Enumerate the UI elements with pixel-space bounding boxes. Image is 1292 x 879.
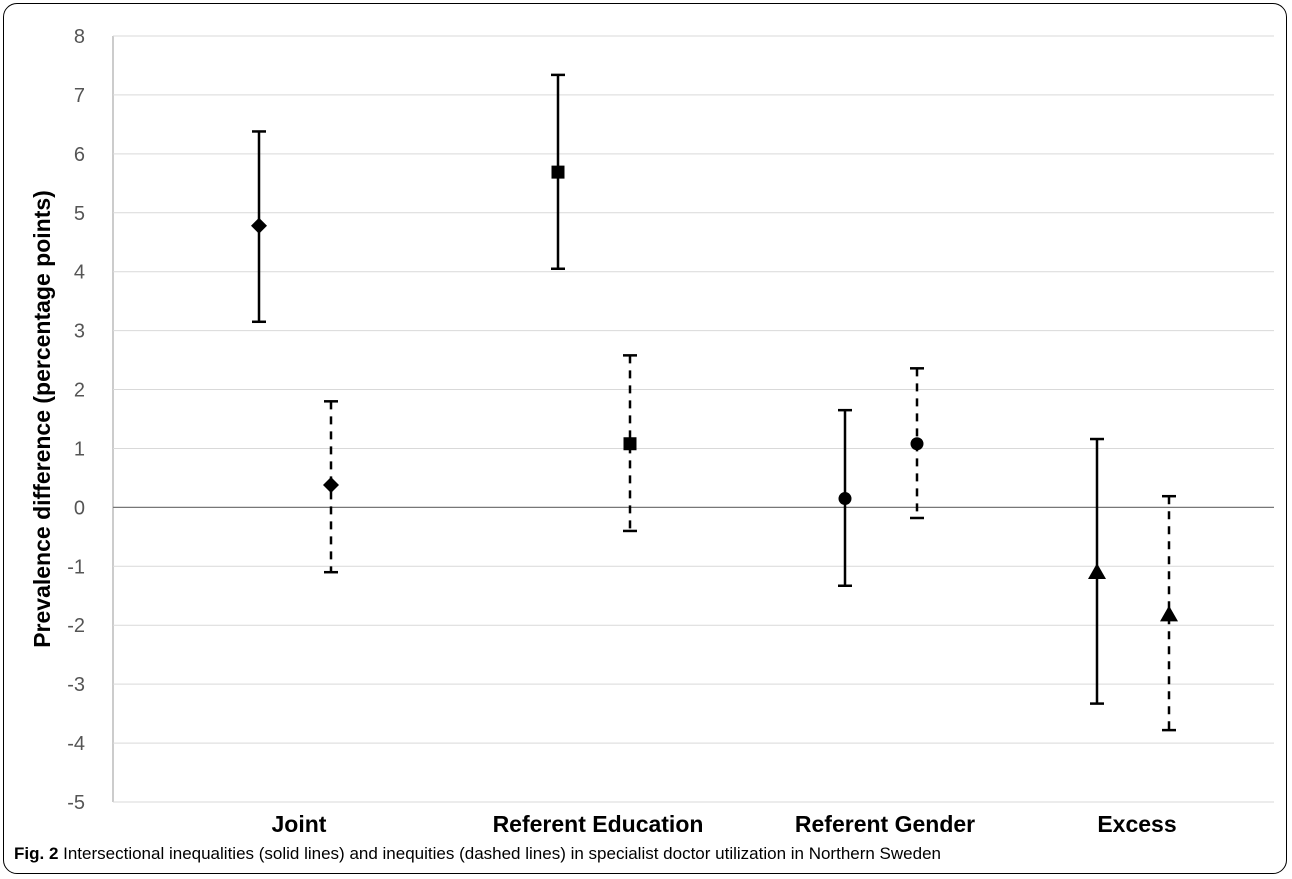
y-tick-label: -1: [67, 556, 85, 578]
y-tick-label: 7: [74, 85, 85, 107]
figure-frame: [3, 3, 1287, 874]
figure-caption: Fig. 2 Intersectional inequalities (soli…: [14, 844, 941, 864]
marker-triangle: [1088, 563, 1106, 579]
y-tick-label: 0: [74, 497, 85, 519]
x-category-label: Excess: [1097, 811, 1176, 837]
y-tick-label: 1: [74, 438, 85, 460]
x-category-label: Referent Education: [493, 811, 704, 837]
marker-diamond: [323, 476, 339, 493]
marker-diamond: [251, 217, 267, 234]
y-tick-label: -4: [67, 733, 85, 755]
y-tick-label: 6: [74, 144, 85, 166]
x-category-label: Joint: [272, 811, 327, 837]
marker-circle: [910, 437, 924, 451]
y-tick-label: 4: [74, 262, 85, 284]
y-tick-label: 3: [74, 321, 85, 343]
marker-square: [551, 165, 565, 179]
marker-square: [623, 437, 637, 451]
marker-circle: [838, 492, 852, 506]
marker-triangle: [1160, 605, 1178, 622]
caption-label: Fig. 2: [14, 844, 59, 863]
x-category-label: Referent Gender: [795, 811, 975, 837]
y-tick-label: -2: [67, 615, 85, 637]
y-tick-label: 8: [74, 26, 85, 48]
y-axis-label: Prevalence difference (percentage points…: [29, 190, 55, 648]
caption-text: Intersectional inequalities (solid lines…: [58, 844, 941, 863]
y-tick-label: 5: [74, 203, 85, 225]
y-tick-label: -3: [67, 674, 85, 696]
y-tick-label: -5: [67, 792, 85, 814]
y-tick-label: 2: [74, 380, 85, 402]
